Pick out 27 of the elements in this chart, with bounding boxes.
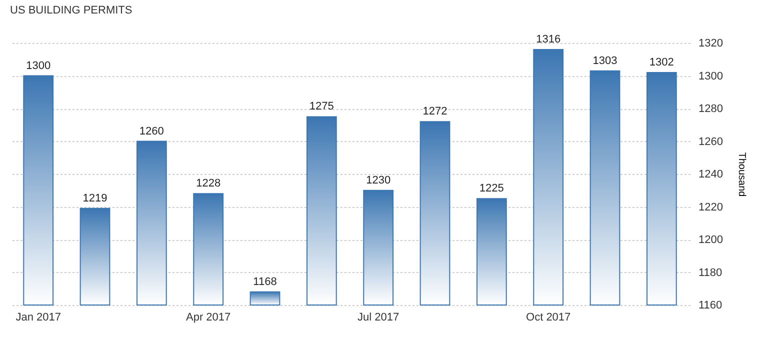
data-label: 1303 [592,54,618,67]
data-label: 1260 [139,125,164,138]
data-label: 1316 [536,34,561,46]
y-tick-label: 1200 [698,234,723,246]
y-tick-label: 1280 [698,103,723,115]
data-label: 1302 [649,56,674,68]
x-tick-label: Apr 2017 [186,312,231,324]
y-tick-label: 1220 [698,201,723,214]
y-tick-label: 1320 [698,38,723,50]
x-tick-label: Oct 2017 [526,312,571,324]
data-label: 1228 [196,178,221,190]
data-label: 1300 [26,60,51,72]
y-tick-label: 1300 [698,70,723,82]
data-label: 1225 [479,182,504,195]
data-label: 1272 [422,106,448,118]
data-label: 1168 [253,276,277,288]
x-tick-label: Jan 2017 [16,312,61,324]
y-tick-label: 1160 [698,300,722,312]
y-tick-label: 1180 [698,266,722,279]
y-tick-label: 1260 [698,136,723,148]
data-label: 1275 [309,100,334,113]
chart-title: US BUILDING PERMITS [10,4,132,17]
data-label: 1219 [82,192,108,204]
y-tick-label: 1240 [698,168,723,180]
data-label: 1230 [366,174,391,186]
x-tick-label: Jul 2017 [358,312,400,324]
y-axis-title: Thousand [736,152,747,197]
